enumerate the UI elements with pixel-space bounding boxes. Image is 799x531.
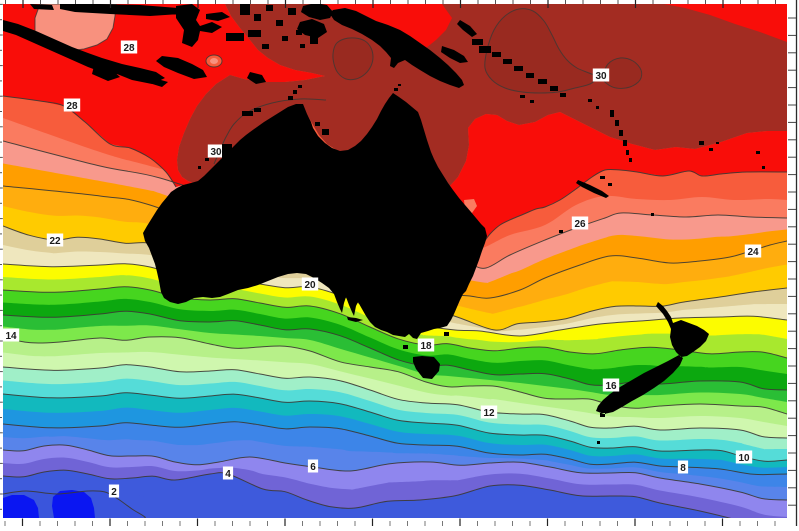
svg-text:26: 26: [574, 219, 586, 230]
svg-text:28: 28: [66, 101, 78, 112]
svg-text:30: 30: [210, 147, 222, 158]
svg-text:30: 30: [595, 71, 607, 82]
svg-text:22: 22: [49, 236, 61, 247]
svg-text:14: 14: [5, 331, 17, 342]
svg-text:10: 10: [738, 453, 750, 464]
svg-text:8: 8: [680, 463, 686, 474]
svg-text:28: 28: [123, 43, 135, 54]
svg-text:6: 6: [310, 462, 316, 473]
svg-text:18: 18: [420, 341, 432, 352]
svg-text:2: 2: [111, 487, 117, 498]
svg-text:20: 20: [304, 280, 316, 291]
svg-text:24: 24: [747, 247, 759, 258]
svg-text:16: 16: [605, 381, 617, 392]
svg-text:4: 4: [225, 469, 231, 480]
svg-text:12: 12: [483, 408, 495, 419]
